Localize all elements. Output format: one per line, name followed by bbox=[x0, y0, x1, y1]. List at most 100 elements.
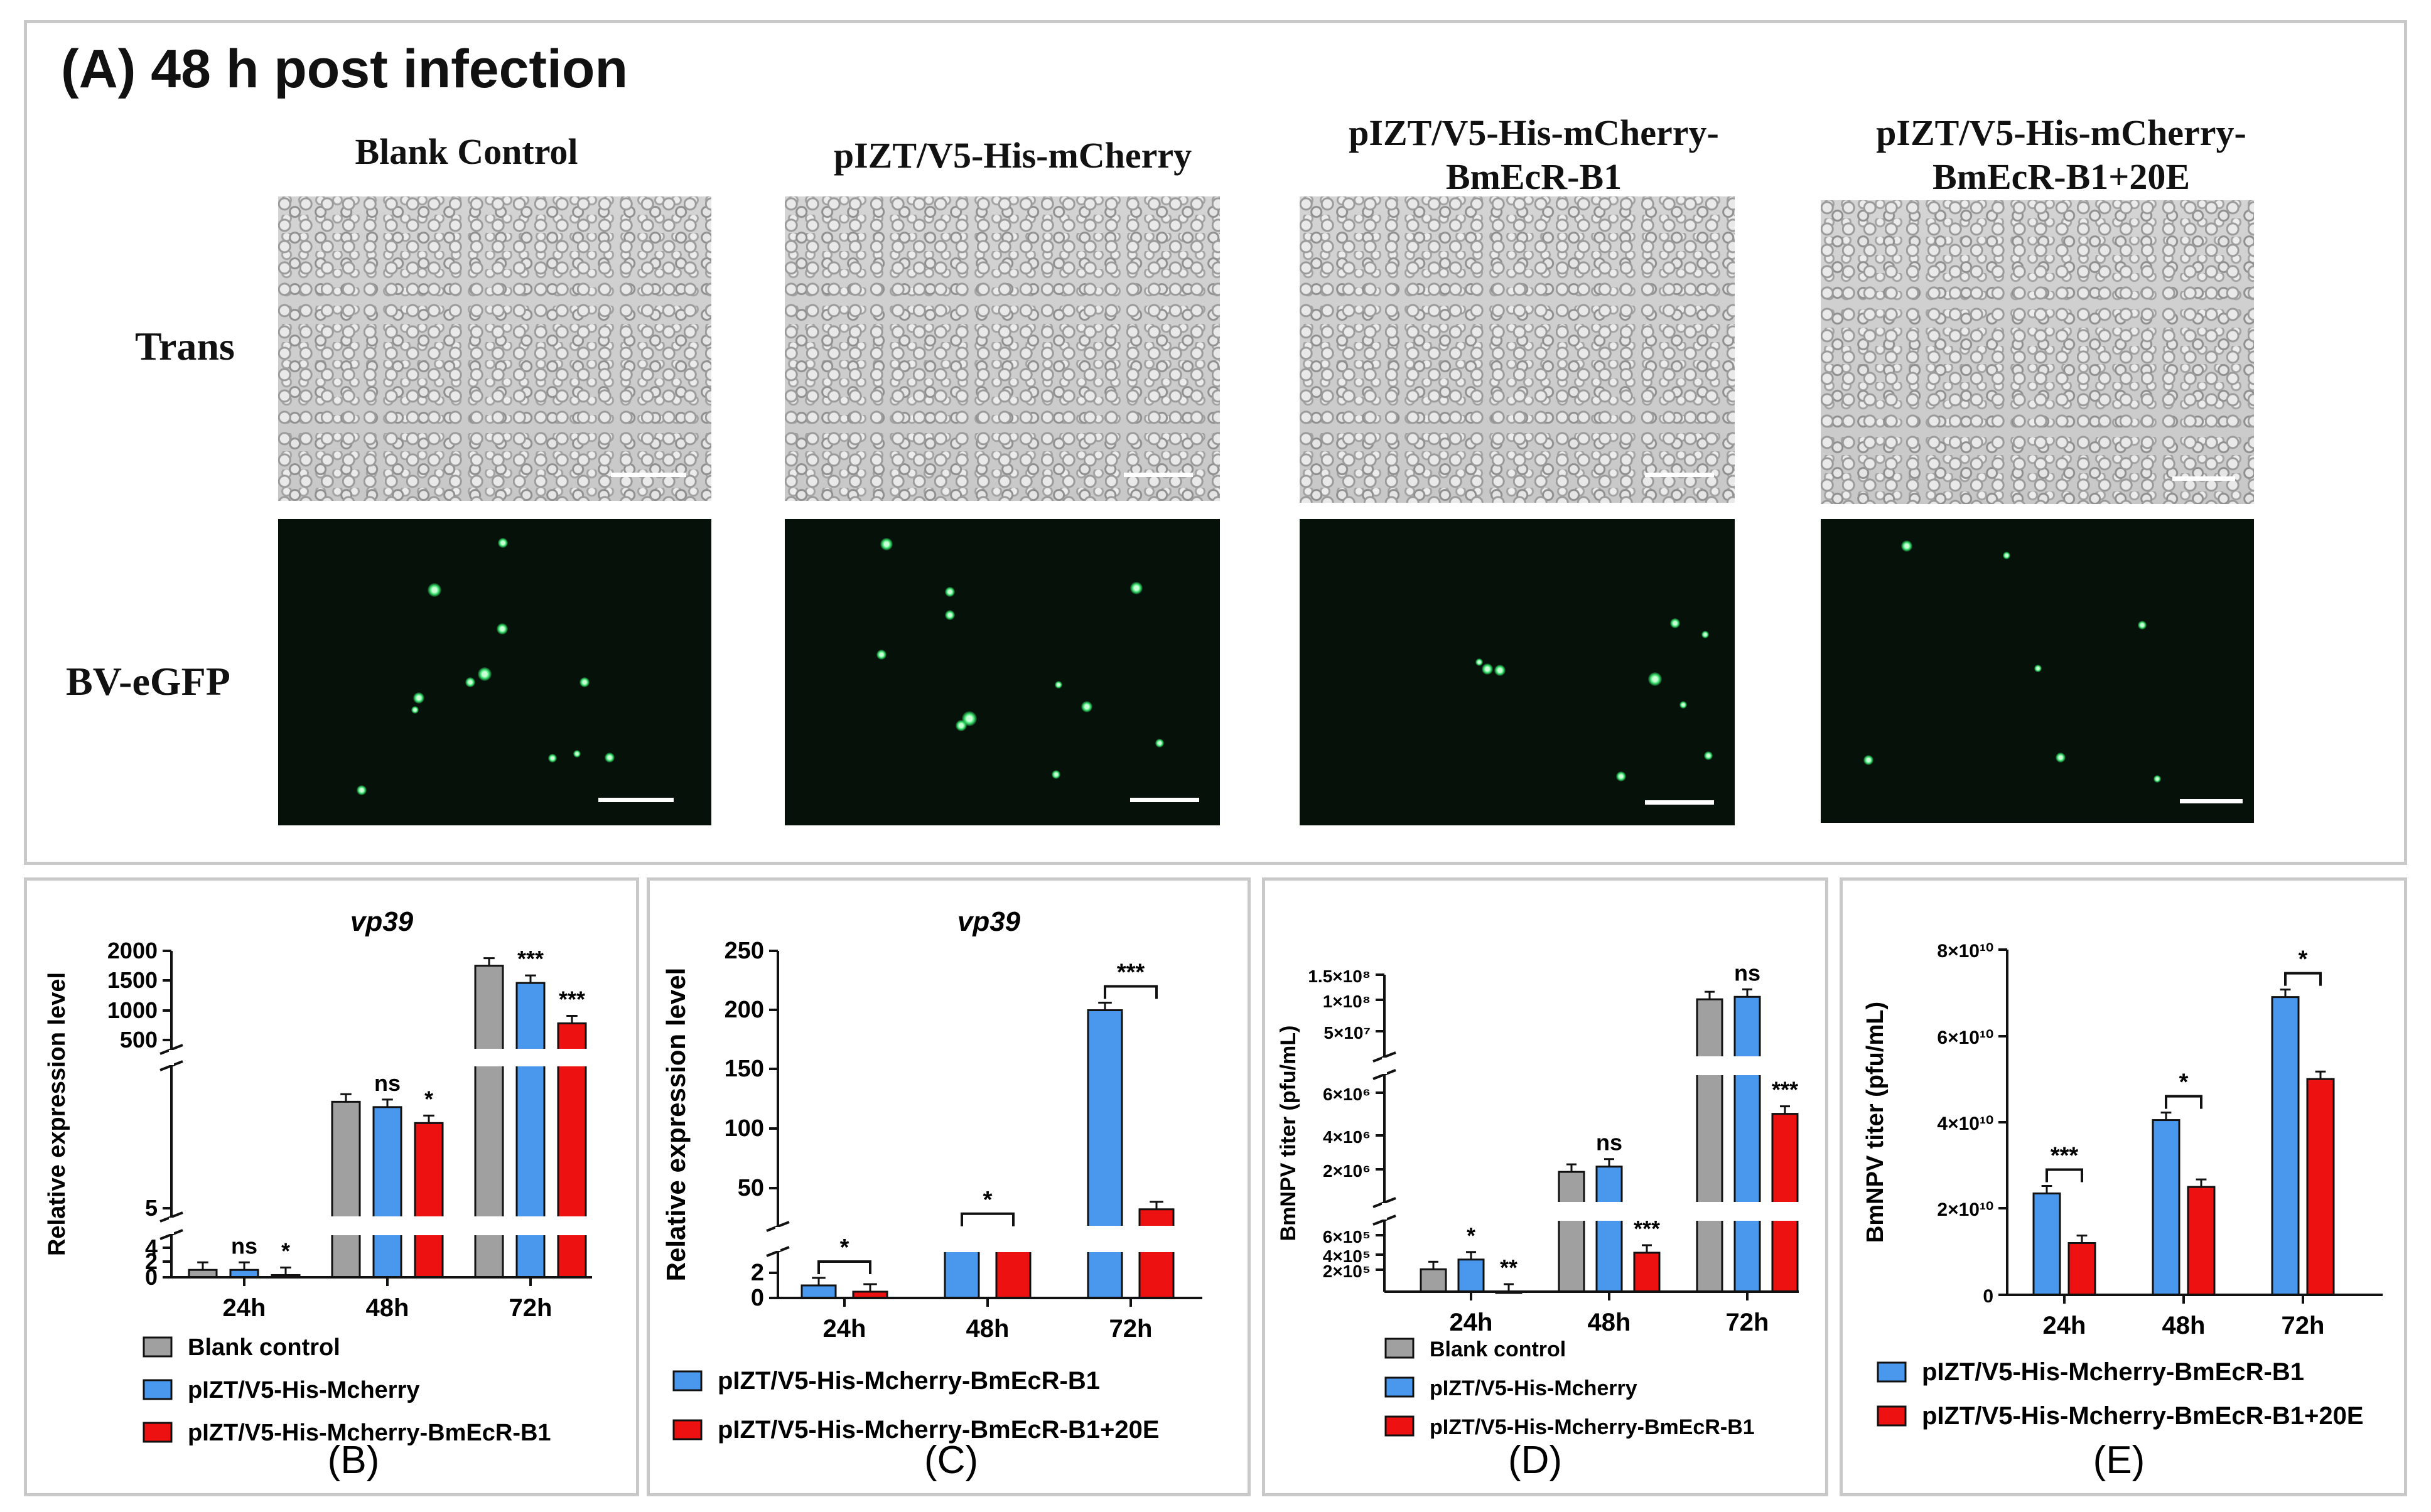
significance-label: ns bbox=[1596, 1130, 1622, 1155]
significance-label: * bbox=[983, 1187, 993, 1213]
x-tick-label: 48h bbox=[1588, 1309, 1631, 1336]
significance-label: * bbox=[424, 1086, 433, 1112]
gfp-image-mcherry bbox=[785, 519, 1220, 825]
legend-label: pIZT/V5-His-Mcherry-BmEcR-B1 bbox=[1430, 1415, 1755, 1439]
bar bbox=[1558, 1171, 1585, 1293]
y-axis-label: Relative expression level bbox=[661, 968, 691, 1282]
panel-d: BmNPV titer (pfu/mL) 24h 48h 72h 2×10⁵ 4×10⁵ 6… bbox=[1262, 877, 1828, 1496]
axis-break-band bbox=[165, 1216, 598, 1235]
trans-image-mcherry-bmecr-20e bbox=[1821, 200, 2254, 504]
significance-label: *** bbox=[2051, 1142, 2079, 1169]
x-tick-label: 24h bbox=[223, 1294, 266, 1322]
y-tick-label: 4×10⁵ bbox=[1323, 1247, 1371, 1266]
legend-swatch bbox=[143, 1422, 173, 1443]
x-tick-label: 72h bbox=[1726, 1309, 1769, 1336]
gfp-image-blank-control bbox=[278, 519, 711, 825]
y-tick-label: 250 bbox=[725, 938, 764, 964]
x-tick-label: 24h bbox=[1450, 1309, 1493, 1336]
y-axis-gap bbox=[775, 1227, 780, 1251]
y-tick-label: 2×10⁶ bbox=[1323, 1161, 1371, 1181]
bar bbox=[1595, 1166, 1623, 1293]
y-tick-label: 5×10⁷ bbox=[1323, 1023, 1371, 1043]
y-axis-gap bbox=[1382, 1058, 1387, 1074]
panel-b: vp39 Relative expression level 24h 48h 72h 0 2… bbox=[24, 877, 639, 1496]
bar bbox=[414, 1122, 444, 1279]
column-title-mcherry-bmecr: pIZT/V5-His-mCherry- BmEcR-B1 bbox=[1349, 112, 1719, 197]
chart-e: BmNPV titer (pfu/mL) 24h 48h 72h 0 2×10¹⁰ 4×10… bbox=[1862, 941, 2383, 1482]
y-tick-label: 4 bbox=[145, 1235, 158, 1260]
y-tick-label: 6×10⁵ bbox=[1323, 1227, 1371, 1247]
bar bbox=[2152, 1119, 2180, 1296]
chart-title: vp39 bbox=[957, 906, 1021, 937]
bar bbox=[1633, 1252, 1661, 1293]
legend-swatch bbox=[143, 1379, 173, 1400]
significance-bracket bbox=[1104, 985, 1158, 999]
x-tick-label: 24h bbox=[2043, 1312, 2086, 1339]
significance-label: * bbox=[281, 1238, 290, 1263]
significance-bracket bbox=[817, 1260, 871, 1274]
y-tick-label: 100 bbox=[725, 1115, 764, 1142]
bar bbox=[1733, 995, 1761, 1293]
column-title-mcherry: pIZT/V5-His-mCherry bbox=[833, 135, 1192, 176]
y-axis-gap bbox=[1382, 1203, 1387, 1220]
y-tick-label: 2×10⁵ bbox=[1323, 1262, 1371, 1281]
panel-label: (D) bbox=[1508, 1439, 1562, 1482]
significance-bracket bbox=[2284, 972, 2322, 986]
legend-swatch bbox=[1877, 1361, 1907, 1383]
y-axis-label: BmNPV titer (pfu/mL) bbox=[1276, 1026, 1300, 1241]
gfp-image-mcherry-bmecr bbox=[1300, 519, 1735, 825]
y-tick-label: 6×10⁶ bbox=[1323, 1085, 1371, 1104]
column-title-mcherry-bmecr-20e: pIZT/V5-His-mCherry- BmEcR-B1+20E bbox=[1876, 112, 2246, 197]
axis-break-band bbox=[772, 1226, 1209, 1252]
y-axis-label: Relative expression level bbox=[44, 972, 70, 1256]
significance-label: * bbox=[2299, 946, 2308, 973]
bar bbox=[1087, 1009, 1123, 1299]
bar bbox=[2067, 1242, 2096, 1296]
panel-label: (C) bbox=[924, 1439, 978, 1482]
legend-label: pIZT/V5-His-Mcherry bbox=[188, 1377, 420, 1403]
gfp-image-mcherry-bmecr-20e bbox=[1821, 519, 2254, 823]
legend-label: pIZT/V5-His-Mcherry-BmEcR-B1 bbox=[188, 1420, 551, 1446]
panel-a: (A) 48 h post infection Blank Control pI… bbox=[24, 20, 2407, 865]
significance-label: * bbox=[1467, 1223, 1475, 1248]
bar bbox=[2032, 1192, 2061, 1296]
legend-label: Blank control bbox=[188, 1334, 340, 1361]
significance-bracket bbox=[961, 1212, 1015, 1226]
bar bbox=[1696, 998, 1723, 1293]
x-tick-label: 72h bbox=[1109, 1315, 1153, 1343]
y-tick-label: 2 bbox=[145, 1248, 158, 1274]
axis-break-band bbox=[1378, 1202, 1805, 1221]
row-label-trans: Trans bbox=[135, 324, 235, 368]
significance-label: *** bbox=[517, 946, 544, 972]
bar bbox=[800, 1284, 837, 1299]
chart-title: vp39 bbox=[350, 906, 414, 937]
legend-swatch bbox=[1877, 1405, 1907, 1427]
legend-label: pIZT/V5-His-Mcherry-BmEcR-B1+20E bbox=[1922, 1402, 2364, 1430]
significance-label: ** bbox=[1500, 1255, 1517, 1280]
legend-swatch bbox=[1384, 1338, 1415, 1359]
bar bbox=[2306, 1078, 2335, 1296]
legend-label: pIZT/V5-His-Mcherry-BmEcR-B1 bbox=[718, 1367, 1100, 1395]
bar bbox=[2187, 1186, 2216, 1296]
panel-e: BmNPV titer (pfu/mL) 24h 48h 72h 0 2×10¹⁰ 4×10… bbox=[1840, 877, 2407, 1496]
y-tick-label: 2×10¹⁰ bbox=[1937, 1199, 1993, 1220]
x-tick-label: 48h bbox=[2162, 1312, 2206, 1339]
significance-label: *** bbox=[559, 986, 585, 1012]
y-tick-label: 2 bbox=[751, 1260, 764, 1286]
legend-label: pIZT/V5-His-Mcherry-BmEcR-B1 bbox=[1922, 1358, 2304, 1386]
y-tick-label: 1000 bbox=[107, 997, 158, 1023]
legend-label: pIZT/V5-His-Mcherry bbox=[1430, 1376, 1637, 1400]
panel-label: (B) bbox=[328, 1439, 380, 1482]
y-tick-label: 200 bbox=[725, 997, 764, 1023]
bar bbox=[1457, 1258, 1485, 1293]
panel-c: vp39 Relative expression level 24h 48h 72h 0 2… bbox=[647, 877, 1251, 1496]
y-tick-label: 1500 bbox=[107, 967, 158, 993]
panel-a-title: (A) 48 h post infection bbox=[61, 39, 628, 99]
y-tick-label: 1×10⁸ bbox=[1323, 992, 1371, 1011]
legend-swatch bbox=[672, 1419, 703, 1440]
bar bbox=[331, 1100, 361, 1279]
y-tick-label: 0 bbox=[751, 1285, 764, 1311]
bar bbox=[1420, 1268, 1447, 1293]
trans-image-mcherry bbox=[785, 196, 1220, 501]
bar bbox=[2271, 996, 2300, 1296]
